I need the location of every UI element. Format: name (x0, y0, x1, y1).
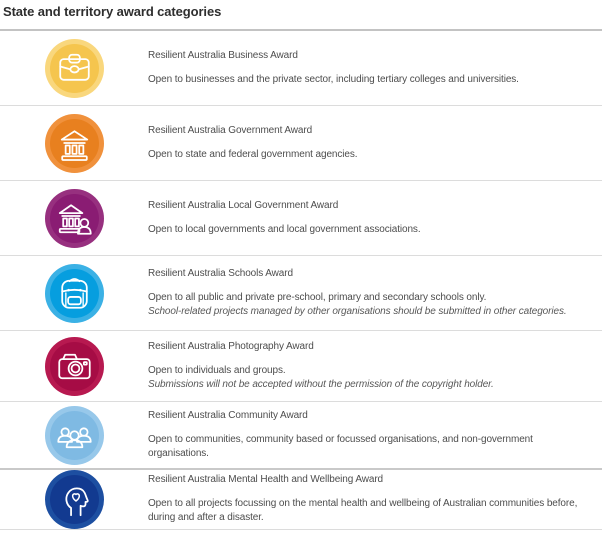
badge-inner-circle (50, 410, 99, 460)
award-title: Resilient Australia Government Award (148, 124, 313, 136)
community-people-icon (57, 426, 92, 448)
award-row-business: Resilient Australia Business Award Open … (0, 31, 602, 106)
award-title: Resilient Australia Business Award (148, 49, 298, 61)
award-title: Resilient Australia Local Government Awa… (148, 199, 339, 211)
award-row-photography: Resilient Australia Photography Award Op… (0, 331, 602, 402)
award-text-block: Resilient Australia Local Government Awa… (148, 200, 602, 237)
award-row-local-government: Resilient Australia Local Government Awa… (0, 181, 602, 256)
award-row-government: Resilient Australia Government Award Ope… (0, 106, 602, 181)
award-text-block: Resilient Australia Photography Award Op… (148, 341, 602, 392)
award-row-schools: Resilient Australia Schools Award Open t… (0, 256, 602, 331)
award-text-block: Resilient Australia Mental Health and We… (148, 474, 602, 525)
award-title: Resilient Australia Community Award (148, 409, 308, 421)
award-note: School-related projects managed by other… (148, 305, 567, 317)
badge-inner-circle (50, 341, 99, 391)
award-title: Resilient Australia Photography Award (148, 340, 314, 352)
photography-award-badge (45, 336, 104, 396)
badge-inner-circle (50, 43, 99, 93)
award-text-block: Resilient Australia Government Award Ope… (148, 125, 602, 162)
page-title: State and territory award categories (0, 0, 602, 31)
award-description: Open to businesses and the private secto… (148, 73, 519, 85)
award-description: Open to all projects focussing on the me… (148, 498, 578, 523)
community-award-badge (45, 405, 104, 465)
award-text-block: Resilient Australia Schools Award Open t… (148, 268, 602, 319)
award-description: Open to local governments and local gove… (148, 223, 421, 235)
award-note: Submissions will not be accepted without… (148, 378, 494, 390)
award-text-block: Resilient Australia Community Award Open… (148, 410, 602, 461)
head-heart-icon (65, 487, 89, 517)
badge-inner-circle (50, 268, 99, 318)
briefcase-icon (59, 53, 90, 81)
local-government-award-badge (45, 188, 104, 248)
award-description: Open to individuals and groups. (148, 364, 286, 376)
mental-health-award-badge (45, 470, 104, 529)
camera-icon (58, 353, 91, 379)
schools-award-badge (45, 263, 104, 323)
award-row-mental-health: Resilient Australia Mental Health and We… (0, 470, 602, 530)
award-title: Resilient Australia Schools Award (148, 267, 293, 279)
backpack-icon (61, 277, 88, 309)
government-award-badge (45, 113, 104, 173)
award-description: Open to communities, community based or … (148, 433, 533, 459)
award-title: Resilient Australia Mental Health and We… (148, 474, 384, 485)
award-description: Open to all public and private pre-schoo… (148, 291, 487, 303)
bank-icon (60, 129, 89, 161)
award-description: Open to state and federal government age… (148, 148, 358, 160)
local-government-icon (58, 203, 92, 235)
award-row-community: Resilient Australia Community Award Open… (0, 402, 602, 470)
award-text-block: Resilient Australia Business Award Open … (148, 50, 602, 87)
business-award-badge (45, 38, 104, 98)
